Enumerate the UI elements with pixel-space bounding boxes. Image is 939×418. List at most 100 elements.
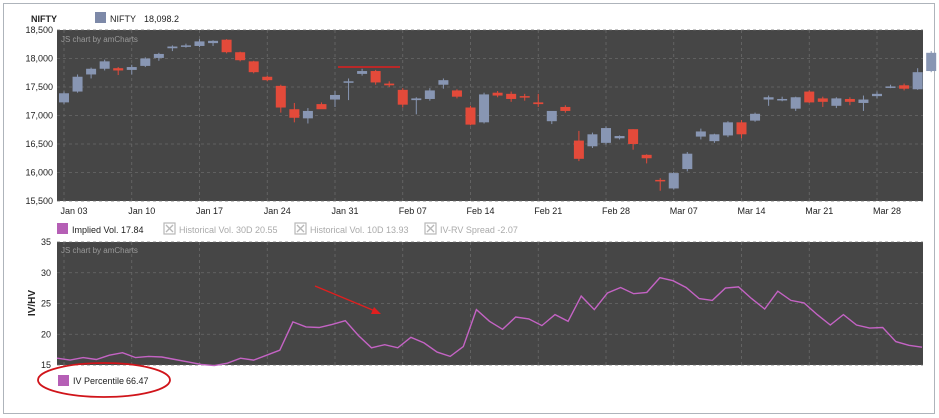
candle-x-axis: Jan 03 Jan 10 Jan 17 Jan 24 Jan 31 Feb 07 Feb … xyxy=(60,206,901,216)
iv-y-tick-label: 30 xyxy=(41,268,51,278)
legend-swatch xyxy=(57,223,68,234)
nifty-legend-swatch[interactable] xyxy=(95,12,106,23)
candle-body xyxy=(302,110,313,119)
candle-body xyxy=(126,67,137,70)
candle-body xyxy=(424,90,435,99)
candle-x-tick-label: Mar 21 xyxy=(805,206,833,216)
candle-body xyxy=(695,131,706,137)
iv-y-tick-label: 25 xyxy=(41,299,51,309)
candle-x-tick-label: Mar 07 xyxy=(670,206,698,216)
candle-y-tick-label: 18,000 xyxy=(25,54,53,64)
candle-body xyxy=(370,71,381,83)
candle-body xyxy=(451,90,462,97)
legend-item-label[interactable]: Historical Vol. 30D 20.55 xyxy=(179,225,278,235)
candle-x-tick-label: Jan 24 xyxy=(264,206,291,216)
candle-body xyxy=(465,107,476,125)
candle-x-tick-label: Mar 14 xyxy=(737,206,765,216)
iv-y-tick-label: 15 xyxy=(41,360,51,370)
candle-body xyxy=(492,92,503,96)
volatility-legend: Implied Vol. 17.84 Historical Vol. 30D 20… xyxy=(57,222,518,235)
candle-body xyxy=(343,81,354,83)
candle-body xyxy=(899,85,910,89)
candle-body xyxy=(614,136,625,139)
candle-body xyxy=(831,98,842,106)
legend-disabled-icon xyxy=(163,222,176,235)
candle-body xyxy=(573,140,584,159)
candle-x-tick-label: Feb 28 xyxy=(602,206,630,216)
candle-y-tick-label: 16,500 xyxy=(25,139,53,149)
candle-body xyxy=(709,134,720,142)
candle-watermark: JS chart by amCharts xyxy=(61,35,138,44)
candle-body xyxy=(587,134,598,147)
nifty-legend-label[interactable]: NIFTY xyxy=(110,14,136,24)
legend-disabled-cross xyxy=(296,224,305,233)
legend-disabled-icon xyxy=(424,222,437,235)
legend-item-label[interactable]: IV-RV Spread -2.07 xyxy=(440,225,518,235)
candle-body xyxy=(641,154,652,159)
candle-y-axis: 15,500 16,000 16,500 17,000 17,500 18,000 18,5… xyxy=(25,25,53,206)
candle-body xyxy=(750,113,761,121)
candle-x-tick-label: Feb 07 xyxy=(399,206,427,216)
candle-body xyxy=(560,106,571,111)
candle-body xyxy=(817,98,828,102)
candle-x-tick-label: Feb 21 xyxy=(534,206,562,216)
candle-body xyxy=(682,153,693,170)
candle-body xyxy=(912,72,923,90)
candle-x-tick-label: Jan 17 xyxy=(196,206,223,216)
candle-body xyxy=(506,93,517,99)
candle-body xyxy=(384,83,395,86)
candle-body xyxy=(262,76,273,81)
candle-body xyxy=(357,71,368,74)
candle-body xyxy=(872,93,882,97)
candle-body xyxy=(167,46,178,49)
candle-x-tick-label: Jan 03 xyxy=(60,206,87,216)
legend-disabled-cross xyxy=(165,224,174,233)
candle-body xyxy=(858,99,869,103)
implied-vol-line[interactable] xyxy=(56,276,923,367)
iv-percentile-value: 66.47 xyxy=(126,376,149,386)
candle-series xyxy=(59,39,937,191)
iv-y-axis-label: IV/HV xyxy=(27,290,38,316)
candle-body xyxy=(790,97,801,109)
candle-y-tick-label: 17,000 xyxy=(25,111,53,121)
candle-body xyxy=(519,96,530,98)
candle-body xyxy=(763,97,774,100)
candle-body xyxy=(777,98,788,101)
candle-body xyxy=(397,89,408,105)
candle-x-tick-label: Jan 31 xyxy=(331,206,358,216)
legend-item-label[interactable]: Historical Vol. 10D 13.93 xyxy=(310,225,409,235)
candle-body xyxy=(628,129,639,144)
candle-body xyxy=(411,98,422,101)
candle-y-tick-label: 18,500 xyxy=(25,25,53,35)
candle-y-tick-label: 16,000 xyxy=(25,168,53,178)
iv-annotation-arrow xyxy=(314,285,376,312)
candle-body xyxy=(316,104,327,110)
candle-body xyxy=(546,110,557,122)
candle-body xyxy=(86,68,97,75)
candle-body xyxy=(722,122,733,136)
candle-y-tick-label: 17,500 xyxy=(25,82,53,92)
candle-body xyxy=(885,86,896,88)
legend-item-label[interactable]: Implied Vol. 17.84 xyxy=(72,225,144,235)
candle-body xyxy=(438,80,449,85)
iv-percentile-label[interactable]: IV Percentile xyxy=(73,376,124,386)
candle-x-tick-label: Jan 10 xyxy=(128,206,155,216)
candle-body xyxy=(113,68,124,71)
legend-disabled-icon xyxy=(294,222,307,235)
candle-body xyxy=(59,93,69,103)
iv-watermark: JS chart by amCharts xyxy=(61,246,138,255)
nifty-legend-value: 18,098.2 xyxy=(144,14,179,24)
candle-body xyxy=(221,39,232,53)
iv-y-axis: 15 20 25 30 35 xyxy=(41,237,51,370)
chart-title: NIFTY xyxy=(31,14,57,24)
candle-body xyxy=(479,94,490,123)
iv-y-tick-label: 35 xyxy=(41,237,51,247)
candle-body xyxy=(289,109,300,118)
candle-body xyxy=(99,61,110,69)
iv-percentile-swatch[interactable] xyxy=(58,375,69,386)
candle-y-tick-label: 15,500 xyxy=(25,196,53,206)
candle-body xyxy=(235,52,246,61)
candle-body xyxy=(533,102,544,105)
candle-body xyxy=(804,91,815,103)
